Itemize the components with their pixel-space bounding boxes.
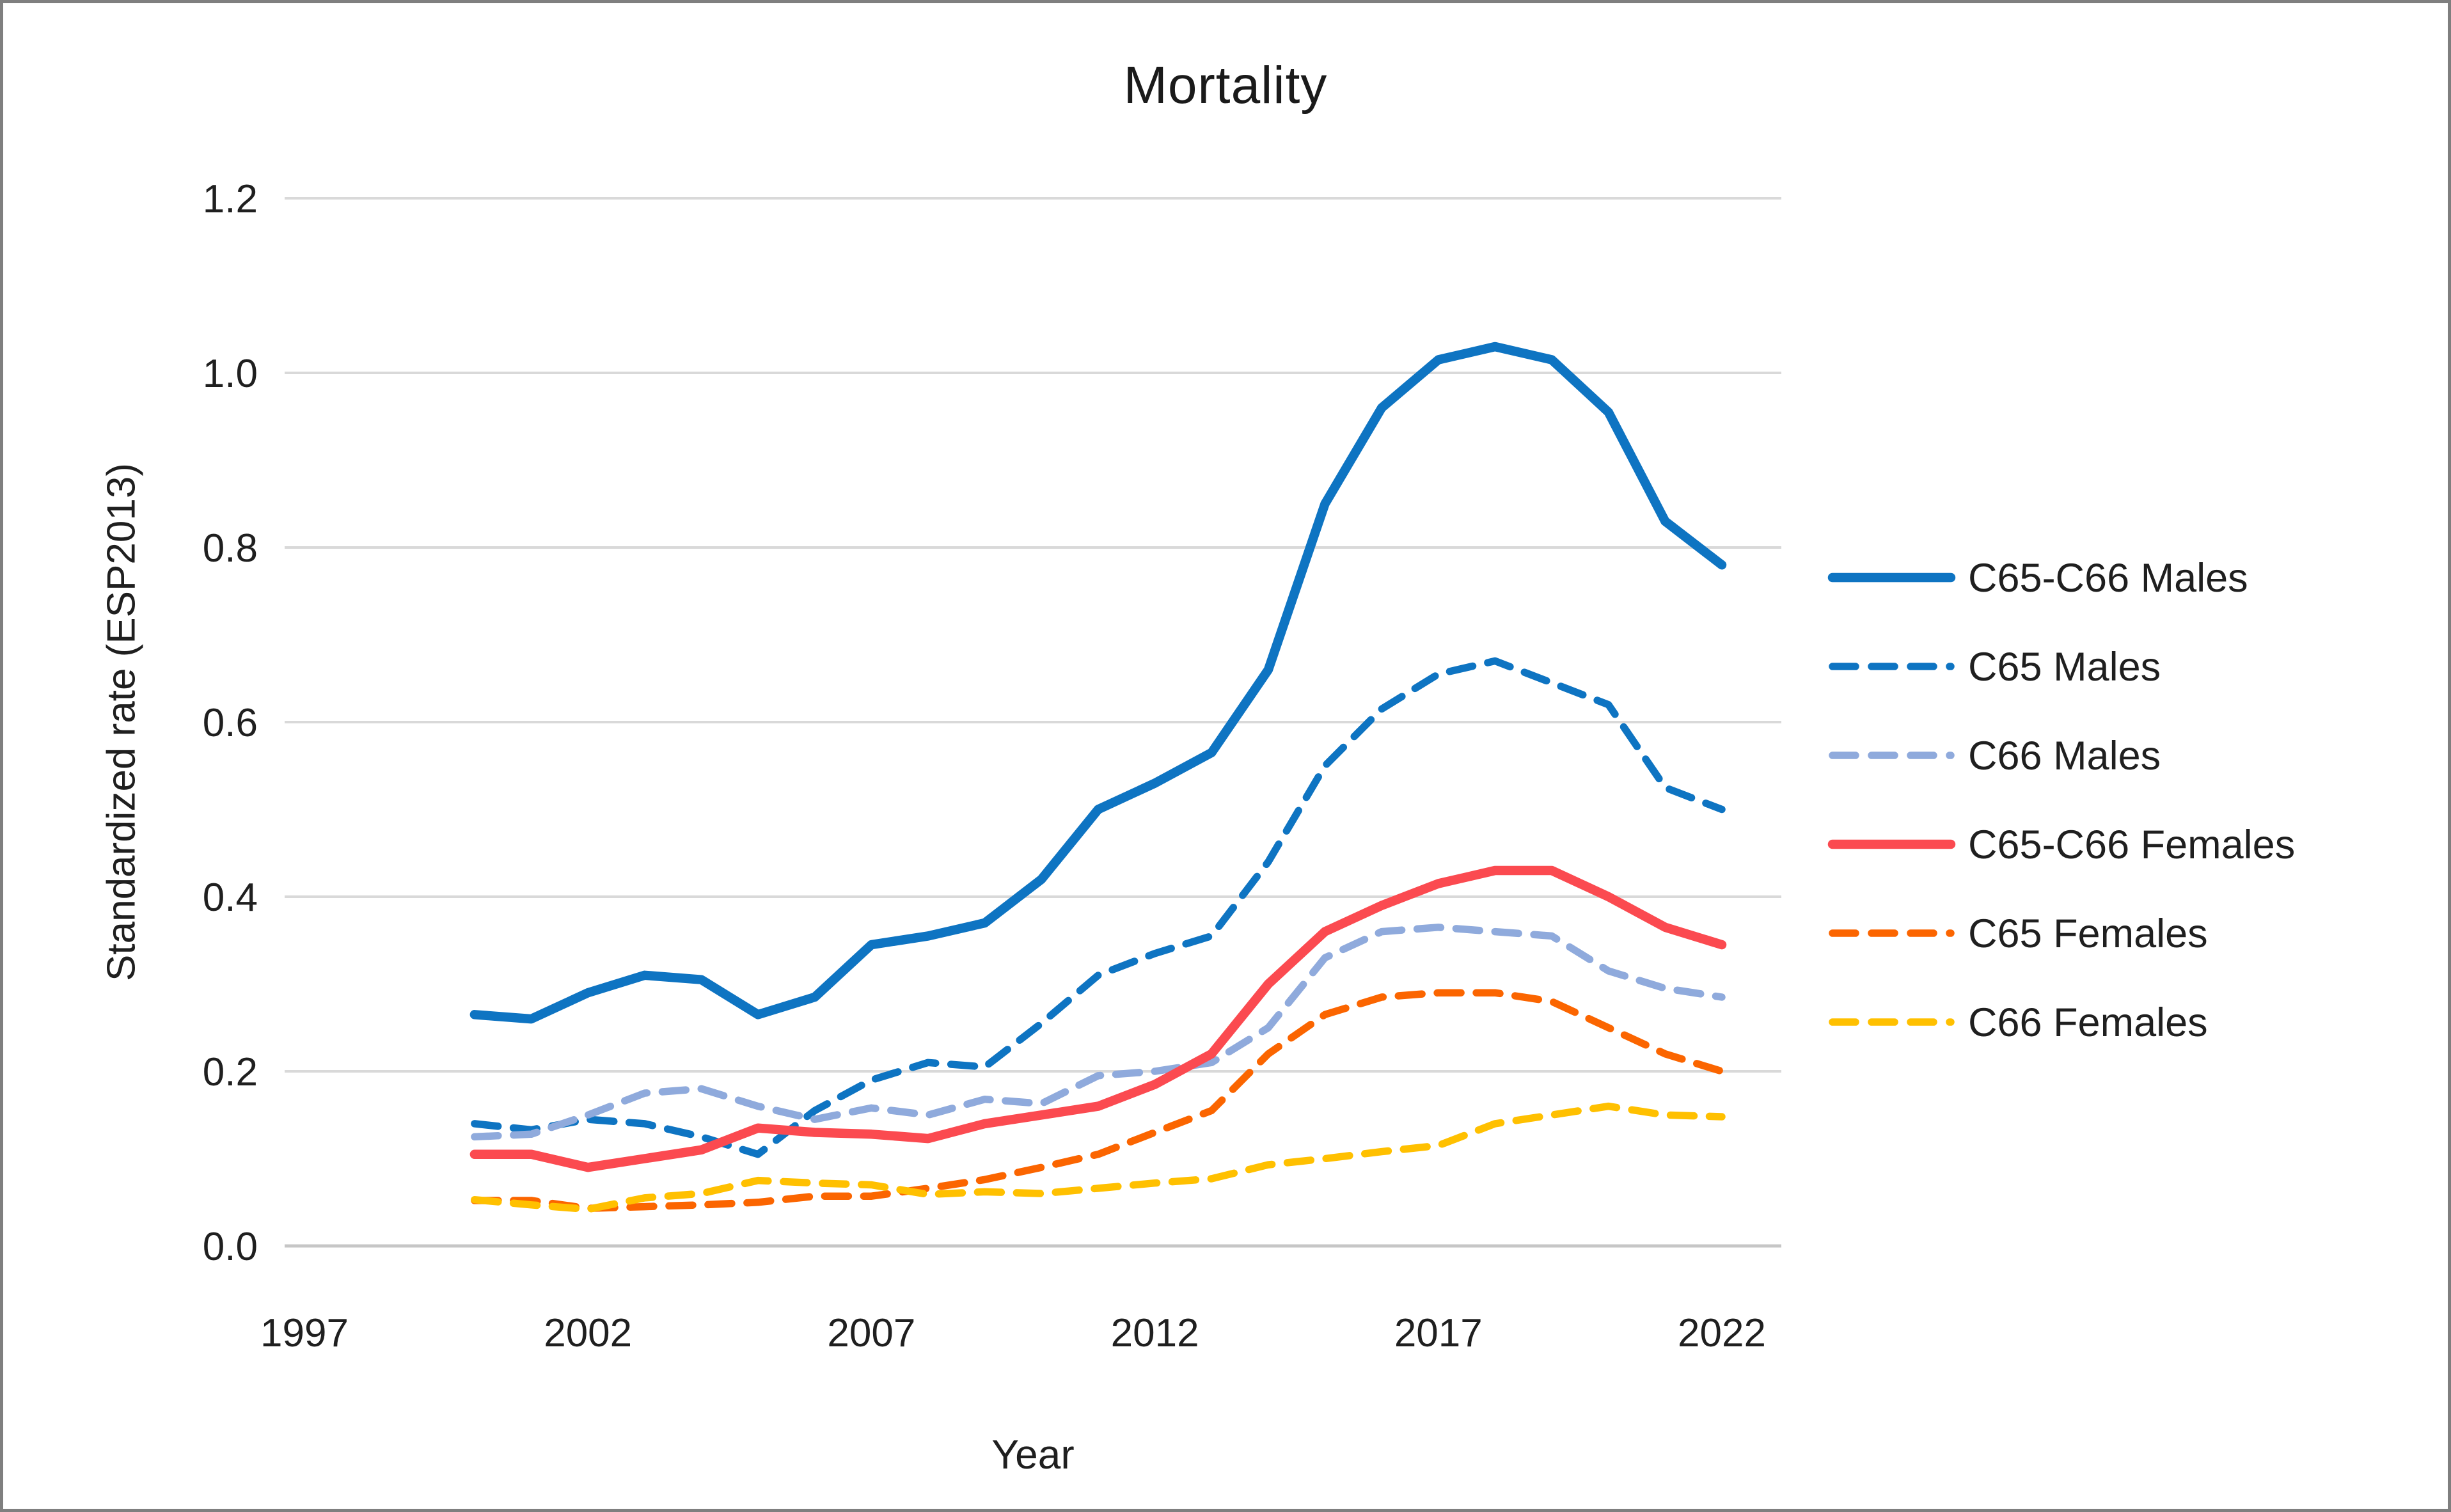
x-tick-label: 2017 xyxy=(1394,1311,1483,1355)
x-tick-label: 2022 xyxy=(1678,1311,1766,1355)
legend-label: C66 Females xyxy=(1968,1000,2208,1045)
series-line-c65-males xyxy=(471,657,1726,1158)
x-tick-label: 2012 xyxy=(1111,1311,1199,1355)
x-axis-title: Year xyxy=(991,1431,1075,1477)
x-tick-label: 1997 xyxy=(260,1311,349,1355)
legend-label: C65 Females xyxy=(1968,911,2208,956)
series-line-c65-females xyxy=(471,989,1726,1213)
y-tick-label: 1.0 xyxy=(203,352,258,396)
y-axis-title: Standardized rate (ESP2013) xyxy=(99,463,144,981)
legend-label: C65-C66 Females xyxy=(1968,823,2295,867)
series-line-c65-c66-females xyxy=(469,865,1727,1172)
y-tick-label: 0.6 xyxy=(203,701,258,745)
series-line-c65-c66-males xyxy=(469,342,1727,1024)
x-tick-label: 2002 xyxy=(544,1311,632,1355)
legend-label: C66 Males xyxy=(1968,734,2161,778)
series-line-c66-females xyxy=(471,1102,1726,1213)
y-tick-label: 0.2 xyxy=(203,1050,258,1094)
y-tick-label: 1.2 xyxy=(203,177,258,221)
legend-label: C65 Males xyxy=(1968,645,2161,689)
x-tick-label: 2007 xyxy=(827,1311,915,1355)
y-tick-label: 0.4 xyxy=(203,876,258,920)
series-line-c66-males xyxy=(471,924,1726,1141)
legend-label: C65-C66 Males xyxy=(1968,556,2248,601)
chart-title: Mortality xyxy=(1123,56,1328,114)
mortality-line-chart: 0.0 0.2 0.4 0.6 0.8 1.0 1.2 1997 2002 2007 2012 201… xyxy=(203,177,2295,1355)
y-tick-label: 0.8 xyxy=(203,526,258,571)
y-tick-label: 0.0 xyxy=(203,1225,258,1269)
